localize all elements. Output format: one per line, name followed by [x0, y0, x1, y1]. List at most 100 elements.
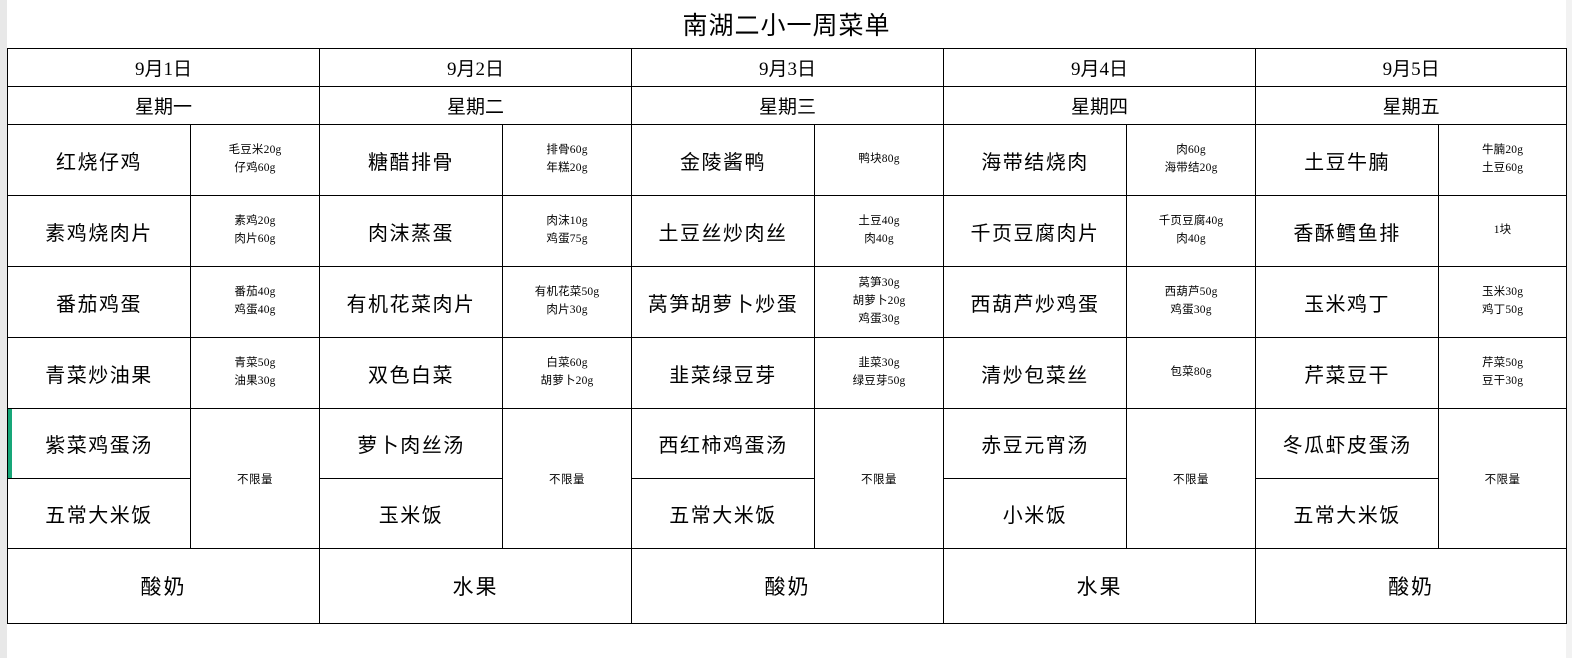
gram-line: 豆干30g	[1481, 375, 1524, 387]
gram-line: 千页豆腐40g	[1158, 215, 1224, 228]
gram-line: 肉60g	[1176, 144, 1206, 157]
dish-grams-cell: 西葫芦50g 鸡蛋30g	[1126, 266, 1257, 338]
dish-name-cell: 海带结烧肉	[943, 124, 1128, 196]
weekday-row: 星期一 星期二 星期三 星期四 星期五	[6, 86, 1568, 125]
gram-line: 玉米30g	[1481, 286, 1524, 299]
dish-grams-cell: 青菜50g 油果30g	[189, 337, 321, 409]
dish-name-cell: 有机花菜肉片	[319, 266, 504, 338]
dish-grams-cell: 1块	[1438, 195, 1568, 267]
unlimited-cell: 不限量	[502, 408, 633, 549]
dish-name-cell: 莴笋胡萝卜炒蛋	[631, 266, 816, 338]
soup-cell: 冬瓜虾皮蛋汤	[1255, 408, 1440, 479]
gram-line: 1块	[1493, 224, 1512, 237]
staple-cell: 五常大米饭	[1255, 478, 1440, 549]
menu-sheet: 南湖二小一周菜单 9月1日 9月2日 9月3日 9月4日 9月5日 星期一 星期二 星期三 星期…	[6, 0, 1568, 658]
gram-line: 白菜60g	[546, 357, 588, 370]
gram-line: 胡萝卜20g	[540, 375, 594, 387]
gram-line: 土豆40g	[858, 215, 900, 228]
gram-line: 海带结20g	[1164, 162, 1218, 174]
gram-line: 排骨60g	[546, 144, 588, 157]
dish-grams-cell: 韭菜30g 绿豆芽50g	[814, 337, 945, 409]
page-title: 南湖二小一周菜单	[682, 13, 891, 40]
gram-line: 青菜50g	[234, 357, 276, 370]
page-gutter-left	[0, 0, 7, 658]
dish-name-cell: 青菜炒油果	[7, 337, 191, 409]
gram-line: 牛腩20g	[1481, 144, 1524, 157]
weekday-header-2: 星期二	[319, 86, 633, 125]
gram-line: 年糕20g	[546, 162, 588, 174]
dish-row: 红烧仔鸡 毛豆米20g 仔鸡60g 糖醋排骨 排骨60g 年糕20g 金陵酱鸭 鸭块80g 海带…	[7, 124, 1568, 196]
dish-name-cell: 土豆牛腩	[1255, 124, 1440, 196]
gram-line: 素鸡20g	[234, 215, 276, 228]
weekly-menu-table: 9月1日 9月2日 9月3日 9月4日 9月5日 星期一 星期二 星期三 星期四 星期五 红烧仔鸡毛…	[6, 48, 1568, 624]
gram-line: 韭菜30g	[858, 357, 900, 370]
dish-name-cell: 糖醋排骨	[319, 124, 504, 196]
date-header-4: 9月4日	[943, 48, 1257, 87]
dish-name-cell: 韭菜绿豆芽	[631, 337, 816, 409]
gram-line: 有机花菜50g	[534, 286, 600, 299]
gram-line: 包菜80g	[1170, 366, 1212, 379]
unlimited-cell: 不限量	[814, 408, 945, 549]
dessert-cell: 酸奶	[1255, 548, 1568, 624]
gram-line: 土豆60g	[1481, 162, 1524, 174]
dish-row: 青菜炒油果 青菜50g 油果30g 双色白菜 白菜60g 胡萝卜20g 韭菜绿豆芽 韭菜30g…	[7, 337, 1568, 409]
weekday-header-5: 星期五	[1255, 86, 1568, 125]
dish-name-cell: 芹菜豆干	[1255, 337, 1440, 409]
unlimited-cell: 不限量	[1438, 408, 1568, 549]
dessert-cell: 酸奶	[631, 548, 945, 624]
dessert-cell: 酸奶	[6, 548, 321, 624]
dish-name-cell: 西葫芦炒鸡蛋	[943, 266, 1128, 338]
staple-cell: 玉米饭	[319, 478, 504, 549]
gram-line: 莴笋30g	[858, 277, 900, 290]
dish-name-cell: 玉米鸡丁	[1255, 266, 1440, 338]
dish-grams-cell: 白菜60g 胡萝卜20g	[502, 337, 633, 409]
dessert-row: 酸奶 水果 酸奶 水果 酸奶	[6, 548, 1568, 624]
staple-cell: 五常大米饭	[631, 478, 816, 549]
soup-row: 紫菜鸡蛋汤 不限量 萝卜肉丝汤 不限量 西红柿鸡蛋汤 不限量 赤豆元宵汤 不限量 冬瓜虾皮蛋汤不…	[7, 408, 1568, 549]
dish-grams-cell: 排骨60g 年糕20g	[502, 124, 633, 196]
gram-line: 仔鸡60g	[234, 162, 276, 174]
dish-grams-cell: 素鸡20g 肉片60g	[189, 195, 321, 267]
unlimited-cell: 不限量	[1126, 408, 1257, 549]
gram-line: 肉沫10g	[546, 215, 588, 228]
dish-name-cell: 土豆丝炒肉丝	[631, 195, 816, 267]
dish-grams-cell: 千页豆腐40g 肉40g	[1126, 195, 1257, 267]
dish-name-cell: 番茄鸡蛋	[7, 266, 191, 338]
dish-grams-cell: 肉沫10g 鸡蛋75g	[502, 195, 633, 267]
date-header-1: 9月1日	[6, 48, 321, 87]
gram-line: 毛豆米20g	[228, 144, 282, 157]
dish-grams-cell: 鸭块80g	[814, 124, 945, 196]
dish-name-cell: 千页豆腐肉片	[943, 195, 1128, 267]
staple-cell: 小米饭	[943, 478, 1128, 549]
page-gutter-right	[1566, 0, 1572, 658]
gram-line: 鸡蛋30g	[1170, 304, 1212, 316]
dish-grams-cell: 包菜80g	[1126, 337, 1257, 409]
dish-grams-cell: 芹菜50g 豆干30g	[1438, 337, 1568, 409]
gram-line: 番茄40g	[234, 286, 276, 299]
soup-cell: 西红柿鸡蛋汤	[631, 408, 816, 479]
dish-row: 番茄鸡蛋 番茄40g 鸡蛋40g 有机花菜肉片 有机花菜50g 肉片30g 莴笋胡萝卜炒蛋莴…	[7, 266, 1568, 338]
gram-line: 鸡蛋30g	[858, 312, 900, 325]
gram-line: 鸭块80g	[858, 153, 900, 166]
dish-grams-cell: 土豆40g 肉40g	[814, 195, 945, 267]
weekday-header-1: 星期一	[6, 86, 321, 125]
dish-name-cell: 清炒包菜丝	[943, 337, 1128, 409]
soup-cell: 赤豆元宵汤	[943, 408, 1128, 479]
dish-row: 素鸡烧肉片 素鸡20g 肉片60g 肉沫蒸蛋 肉沫10g 鸡蛋75g 土豆丝炒肉丝 土豆40g…	[7, 195, 1568, 267]
dish-name-cell: 肉沫蒸蛋	[319, 195, 504, 267]
gram-line: 芹菜50g	[1481, 357, 1524, 370]
gram-line: 肉40g	[1176, 233, 1206, 245]
dish-name-cell: 金陵酱鸭	[631, 124, 816, 196]
dish-grams-cell: 玉米30g 鸡丁50g	[1438, 266, 1568, 338]
gram-line: 鸡丁50g	[1481, 304, 1524, 316]
date-header-3: 9月3日	[631, 48, 945, 87]
dish-name-cell: 双色白菜	[319, 337, 504, 409]
dish-grams-cell: 莴笋30g 胡萝卜20g 鸡蛋30g	[814, 266, 945, 338]
dish-name-cell: 香酥鳕鱼排	[1255, 195, 1440, 267]
staple-row: 五常大米饭 玉米饭 五常大米饭 小米饭 五常大米饭	[7, 478, 1567, 549]
gram-line: 肉40g	[864, 233, 894, 245]
gram-line: 鸡蛋40g	[234, 304, 276, 316]
dessert-cell: 水果	[319, 548, 633, 624]
date-row: 9月1日 9月2日 9月3日 9月4日 9月5日	[6, 48, 1568, 87]
